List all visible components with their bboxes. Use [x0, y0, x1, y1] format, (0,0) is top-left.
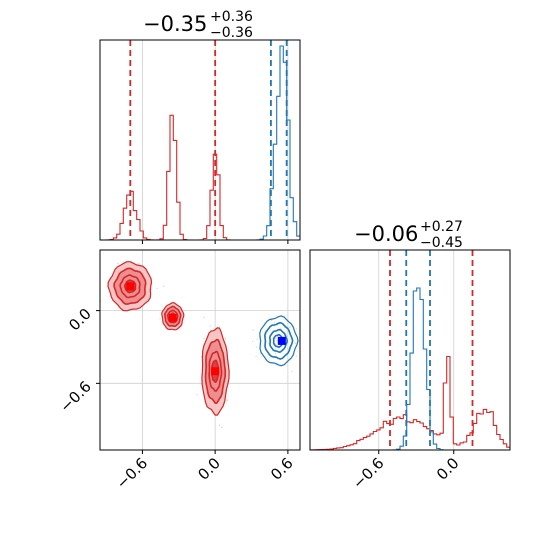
contour-series-1-cluster-0-point	[270, 319, 273, 322]
right-hist-title-upper: +0.27	[420, 219, 463, 235]
contour-series-0-cluster-0-point	[156, 287, 158, 290]
contour-series-1-cluster-0-point	[295, 355, 298, 357]
contour-series-0-cluster-2-point	[203, 316, 205, 318]
contour-series-1-cluster-0-point	[275, 364, 277, 366]
contour-series-1-cluster-0-point	[279, 327, 282, 329]
contour-x-ticks: −0.6 0.0 0.6	[113, 450, 297, 493]
contour-series-0-cluster-1-point	[163, 285, 165, 287]
right-hist-series-0-step	[310, 355, 510, 451]
right-hist-title: −0.06 +0.27 −0.45	[354, 219, 463, 251]
contour-series-1-cluster-0-level-2	[268, 328, 289, 354]
contour-series-0-cluster-2-point	[224, 337, 227, 340]
top-hist-title-upper: +0.36	[210, 9, 253, 25]
contour-series-0-cluster-2-point	[221, 426, 223, 429]
right-hist-x-ticks: −0.6 0.0	[349, 450, 463, 493]
contour-ytick-label-0: 0.0	[65, 305, 95, 335]
right-hist-title-lower: −0.45	[420, 235, 463, 251]
contour-series-0-cluster-2-point	[196, 394, 198, 396]
contour-panel: −0.6 0.0 0.6 0.0 −0.6	[56, 249, 301, 493]
contour-series-1-cluster-0-point	[284, 315, 286, 317]
contour-series-1-cluster-0-point	[256, 338, 258, 340]
contour-series-0-cluster-2-point	[203, 337, 205, 340]
contour-series-1-cluster-0-point	[289, 326, 292, 328]
contour-series-1-cluster-0-point	[291, 370, 293, 373]
contour-series-1-cluster-0-level-0	[259, 315, 299, 367]
contour-series-1-cluster-0-point	[277, 362, 279, 364]
contour-series-0-cluster-0-point	[117, 262, 119, 265]
contour-series-0-cluster-2-point	[218, 424, 221, 426]
right-hist-xtick-label-0: −0.6	[349, 454, 387, 492]
contour-markers	[126, 282, 286, 376]
contour-series-1-cluster-0-marker	[277, 336, 286, 345]
contour-series-0-cluster-0-marker	[126, 282, 135, 291]
contour-ytick-label-1: −0.6	[56, 377, 94, 415]
contour-series-1-cluster-0-point	[277, 335, 279, 338]
contour-series-1-cluster-0-point	[283, 352, 285, 355]
right-hist-series	[310, 287, 510, 451]
right-hist-series-1-step	[310, 287, 510, 451]
contour-series-1-cluster-0-point	[288, 326, 290, 328]
contour-series-1-cluster-0-point	[275, 353, 277, 355]
contour-series-1-cluster-0-point	[276, 340, 278, 342]
contour-series-1-cluster-0-point	[265, 333, 268, 335]
contour-series-1-cluster-0-point	[255, 346, 258, 348]
contour-series-1-cluster-0-point	[294, 342, 296, 344]
contour-series-1-cluster-0-point	[251, 340, 254, 343]
contour-series-1-cluster-0-level-3	[272, 333, 284, 348]
contour-series-1-cluster-0-point	[267, 342, 269, 344]
contour-series-1-cluster-0-point	[274, 348, 276, 350]
contour-series-1-cluster-0-point	[273, 322, 276, 324]
contour-series-0-cluster-2-point	[226, 399, 228, 401]
contour-series-1-cluster-0-level-1	[263, 321, 294, 360]
contour-xtick-label-0: −0.6	[113, 454, 151, 492]
contour-series-1-cluster-0-point	[285, 334, 288, 336]
contour-series-0-cluster-1-marker	[168, 313, 177, 322]
top-hist-frame	[99, 39, 301, 241]
contour-frame	[99, 249, 301, 451]
contour-series-1-cluster-0-point	[255, 355, 257, 358]
top-hist-title-lower: −0.36	[210, 25, 253, 41]
contour-series-0-cluster-2-point	[209, 325, 212, 327]
contour-series-1-cluster-0-point	[289, 338, 291, 340]
contour-series	[107, 261, 299, 416]
contour-series-1-cluster-0-point	[295, 328, 298, 330]
right-histogram-panel: −0.6 0.0	[309, 249, 511, 493]
contour-y-ticks: 0.0 −0.6	[56, 305, 100, 416]
contour-xtick-label-2: 0.6	[267, 454, 297, 484]
contour-series-0-cluster-0-point	[138, 262, 140, 265]
top-histogram-panel	[99, 39, 301, 244]
contour-series-0-cluster-1-point	[159, 318, 161, 320]
contour-series-1-cluster-0-point	[274, 337, 277, 340]
top-hist-title-median: −0.35	[143, 12, 207, 36]
contour-xtick-label-1: 0.0	[194, 454, 224, 484]
contour-series-0-cluster-2-marker	[211, 367, 220, 376]
top-hist-title: −0.35 +0.36 −0.36	[143, 9, 253, 41]
right-hist-title-median: −0.06	[354, 222, 418, 246]
contour-series-1-cluster-0-point	[252, 329, 254, 331]
contour-series-1-cluster-0-point	[259, 353, 261, 355]
top-hist-quantile-lines	[129, 40, 288, 240]
right-hist-quantile-lines	[389, 250, 474, 450]
right-hist-frame	[309, 249, 511, 451]
contour-series-1-cluster-0-point	[286, 335, 288, 337]
contour-series-1-cluster-0-point	[294, 343, 297, 345]
right-hist-xtick-label-1: 0.0	[433, 454, 463, 484]
